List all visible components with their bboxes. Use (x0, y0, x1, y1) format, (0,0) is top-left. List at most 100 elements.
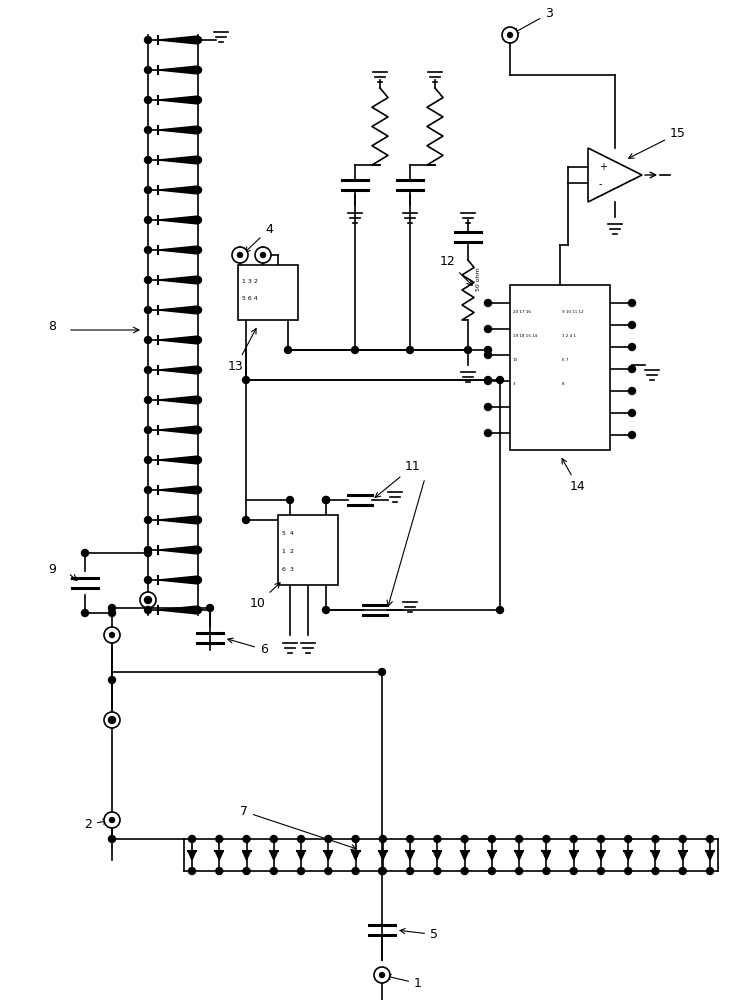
Circle shape (104, 627, 120, 643)
Circle shape (325, 867, 332, 874)
Circle shape (322, 496, 330, 504)
Circle shape (242, 376, 250, 383)
Polygon shape (158, 126, 198, 134)
Polygon shape (158, 216, 198, 224)
Text: 3: 3 (514, 7, 553, 33)
Circle shape (652, 867, 659, 874)
Circle shape (461, 867, 468, 874)
Polygon shape (406, 851, 414, 860)
Circle shape (261, 252, 266, 257)
Circle shape (484, 403, 492, 410)
Circle shape (206, 604, 214, 611)
Polygon shape (158, 156, 198, 164)
Circle shape (628, 344, 636, 351)
Circle shape (484, 430, 492, 436)
Circle shape (145, 306, 151, 314)
Circle shape (628, 365, 636, 372)
Polygon shape (324, 851, 333, 860)
Circle shape (195, 186, 202, 194)
Bar (510, 285, 610, 450)
Circle shape (109, 836, 115, 842)
Circle shape (570, 867, 577, 874)
Text: 7: 7 (240, 805, 356, 850)
Circle shape (270, 836, 277, 842)
Circle shape (195, 276, 202, 284)
Text: 9 10 11 12: 9 10 11 12 (562, 310, 584, 314)
Circle shape (628, 300, 636, 306)
Circle shape (484, 347, 492, 354)
Circle shape (461, 836, 468, 842)
Circle shape (145, 276, 151, 284)
Circle shape (216, 836, 222, 842)
Circle shape (195, 217, 202, 224)
Circle shape (434, 836, 441, 842)
Circle shape (628, 322, 636, 328)
Circle shape (145, 186, 151, 194)
Text: 10: 10 (250, 583, 280, 610)
Polygon shape (215, 851, 223, 860)
Circle shape (597, 867, 604, 874)
Circle shape (104, 712, 120, 728)
Text: 8: 8 (48, 320, 56, 333)
Polygon shape (158, 576, 198, 584)
Polygon shape (158, 186, 198, 194)
Text: 1  2: 1 2 (282, 549, 294, 554)
Circle shape (189, 867, 195, 874)
Circle shape (195, 156, 202, 163)
Circle shape (407, 867, 413, 874)
Text: 13: 13 (228, 329, 256, 373)
Circle shape (145, 546, 151, 554)
Circle shape (379, 836, 386, 842)
Polygon shape (515, 851, 523, 860)
Circle shape (145, 66, 151, 74)
Polygon shape (158, 96, 198, 104)
Polygon shape (158, 426, 198, 434)
Circle shape (484, 377, 492, 384)
Polygon shape (297, 851, 305, 860)
Polygon shape (158, 606, 198, 614)
Circle shape (543, 867, 550, 874)
Text: 1 3 2: 1 3 2 (242, 279, 258, 284)
Circle shape (145, 396, 151, 403)
Text: 4: 4 (245, 223, 273, 252)
Circle shape (484, 376, 492, 383)
Circle shape (145, 576, 151, 584)
Circle shape (145, 487, 151, 493)
Circle shape (109, 633, 115, 638)
Circle shape (628, 432, 636, 438)
Polygon shape (158, 396, 198, 404)
Circle shape (195, 456, 202, 464)
Polygon shape (352, 851, 360, 860)
Bar (278, 515, 338, 585)
Circle shape (628, 410, 636, 416)
Polygon shape (158, 456, 198, 464)
Text: +: + (599, 162, 607, 172)
Polygon shape (270, 851, 277, 860)
Circle shape (145, 550, 151, 556)
Circle shape (195, 126, 202, 133)
Circle shape (140, 592, 156, 608)
Text: 9: 9 (48, 563, 56, 576)
Polygon shape (158, 366, 198, 374)
Polygon shape (379, 851, 387, 860)
Text: 5 6 4: 5 6 4 (242, 296, 258, 301)
Circle shape (507, 32, 512, 37)
Text: 5: 5 (400, 928, 438, 941)
Circle shape (195, 487, 202, 493)
Circle shape (652, 836, 659, 842)
Circle shape (465, 347, 471, 354)
Circle shape (707, 836, 713, 842)
Circle shape (242, 516, 250, 524)
Polygon shape (158, 516, 198, 524)
Text: 50 ohm: 50 ohm (476, 267, 481, 291)
Circle shape (707, 867, 713, 874)
Circle shape (145, 597, 150, 602)
Circle shape (145, 36, 151, 43)
Polygon shape (158, 246, 198, 254)
Circle shape (407, 347, 413, 354)
Polygon shape (242, 851, 250, 860)
Polygon shape (158, 486, 198, 494)
Circle shape (496, 376, 504, 383)
Circle shape (195, 396, 202, 403)
Text: 12: 12 (440, 255, 472, 285)
